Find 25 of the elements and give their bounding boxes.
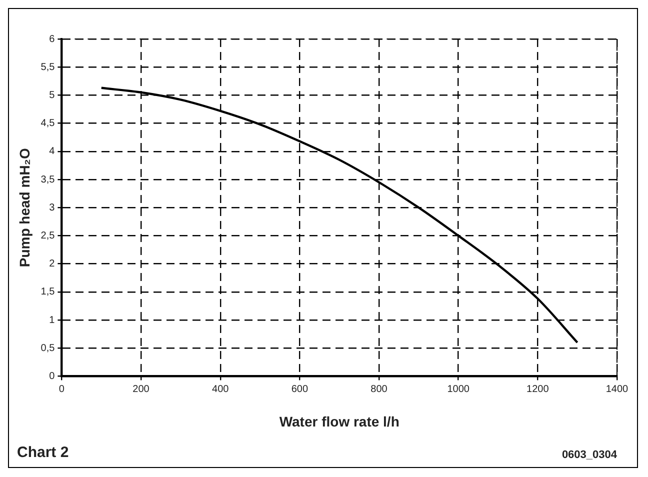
x-tick-label: 1400 [606,384,629,395]
y-tick-label: 1 [49,314,56,326]
y-tick-label: 3 [49,202,56,214]
y-tick-label: 5 [49,90,56,101]
y-axis-title: Pump head mH₂O [16,148,32,268]
x-axis-title: Water flow rate l/h [279,413,400,430]
x-tick-label: 600 [291,384,308,395]
y-tick-label: 0,5 [40,342,56,354]
y-tick-label: 2 [49,258,56,270]
y-tick-label: 5,5 [40,62,56,73]
y-tick-label: 6 [49,34,56,45]
y-tick-label: 0 [49,370,56,382]
x-tick-label: 200 [132,384,150,395]
text: 0603_0304 [562,449,617,461]
x-tick-label: 0 [58,384,65,395]
x-tick-label: 1000 [447,384,470,395]
y-tick-label: 4,5 [40,118,56,130]
y-tick-label: 2,5 [40,230,56,242]
x-tick-label: 800 [370,384,388,395]
x-tick-label: 1200 [526,384,550,395]
caption: Chart 2 [17,444,69,461]
y-tick-label: 3,5 [40,174,56,186]
y-tick-label: 4 [49,146,56,158]
x-tick-label: 400 [212,384,230,395]
y-tick-label: 1,5 [40,286,56,298]
